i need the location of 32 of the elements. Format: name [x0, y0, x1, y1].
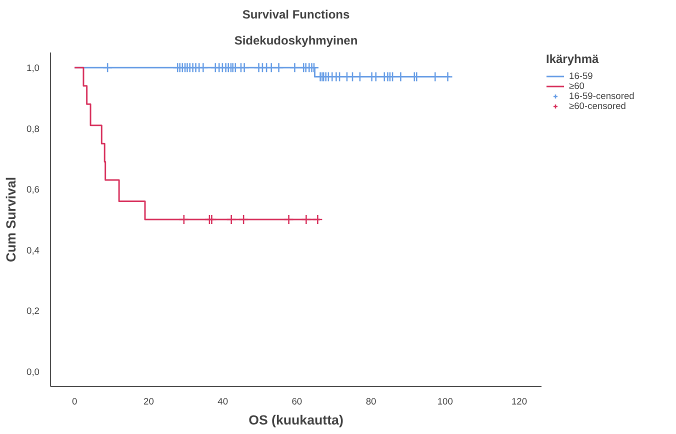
- point: [266, 62, 277, 73]
- point: [301, 214, 312, 225]
- point: [274, 62, 284, 73]
- x-tick-label: 120: [511, 396, 528, 406]
- chart-subtitle: Sidekudoskyhmyinen: [234, 34, 358, 48]
- x-tick-label: 100: [437, 396, 453, 406]
- y-axis-title: Cum Survival: [4, 176, 19, 262]
- x-tick-label: 40: [218, 396, 228, 406]
- y-tick-label: 0,4: [26, 245, 40, 256]
- point: [206, 214, 217, 225]
- y-tick-label: 1,0: [26, 63, 40, 74]
- legend-label: 16-59: [569, 71, 593, 81]
- y-tick-label: 0,6: [26, 184, 40, 195]
- point: [102, 62, 113, 73]
- chart-title: Survival Functions: [242, 8, 350, 22]
- point: [238, 214, 249, 225]
- point: [226, 214, 236, 225]
- y-tick-label: 0,0: [26, 366, 40, 377]
- x-tick-label: 60: [292, 396, 302, 406]
- point: [178, 214, 190, 225]
- x-tick-label: 80: [366, 396, 376, 406]
- x-axis-title: OS (kuukautta): [248, 412, 344, 428]
- legend-title: Ikäryhmä: [546, 52, 600, 66]
- legend-label: 16-59-censored: [569, 91, 634, 101]
- y-tick-label: 0,2: [26, 306, 40, 316]
- point: [284, 214, 294, 225]
- x-tick-label: 20: [144, 396, 154, 406]
- y-tick-label: 0,8: [26, 124, 40, 134]
- legend-label: ≥60: [569, 81, 586, 91]
- legend-label: ≥60-censored: [569, 101, 626, 111]
- x-tick-label: 0: [72, 396, 78, 406]
- point: [290, 62, 300, 73]
